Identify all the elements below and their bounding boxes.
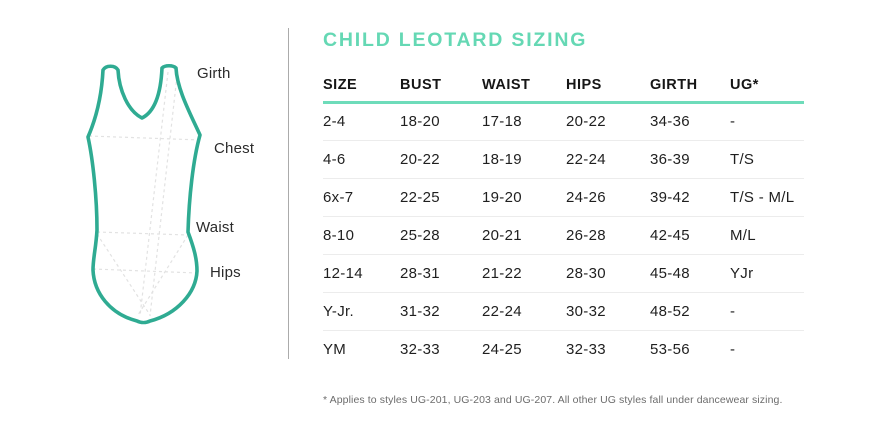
table-cell: 45-48 [650,254,730,293]
table-cell: 39-42 [650,178,730,217]
table-header: SIZE BUST WAIST HIPS GIRTH UG* [323,70,804,104]
table-cell: 18-19 [482,140,566,179]
hips-guide-line [92,268,198,274]
girth-guide-line-3 [96,233,151,316]
table-row: 12-14 28-31 21-22 28-30 45-48 YJr [323,254,804,293]
column-header-ug: UG* [730,70,804,104]
table-cell: 22-24 [482,292,566,331]
table-cell: T/S [730,140,804,179]
girth-guide-line [139,71,169,317]
leotard-body-outline [86,63,202,325]
table-row: 4-6 20-22 18-19 22-24 36-39 T/S [323,140,804,179]
table-cell: 20-21 [482,216,566,255]
footnote: * Applies to styles UG-201, UG-203 and U… [323,394,783,406]
table-cell: 19-20 [482,178,566,217]
column-header-waist: WAIST [482,70,566,104]
leotard-outline-graphic [86,63,202,325]
table-cell: - [730,102,804,141]
table-cell: 6x-7 [323,178,400,217]
table-cell: 31-32 [400,292,482,331]
table-cell: 22-25 [400,178,482,217]
table-cell: 28-30 [566,254,650,293]
table-cell: 24-25 [482,340,522,358]
table-row: 6x-7 22-25 19-20 24-26 39-42 T/S - M/L [323,178,804,217]
waist-guide-line [96,231,189,236]
girth-guide-line-4 [137,234,189,316]
table-cell: 12-14 [323,254,400,293]
table-cell: 24-26 [566,178,650,217]
sizing-content: CHILD LEOTARD SIZING SIZE BUST WAIST HIPS GI… [323,29,805,406]
table-cell: 2-4 [323,102,400,141]
vertical-divider [288,28,289,359]
table-cell: 34-36 [650,102,730,141]
leotard-illustration: Girth Chest Waist Hips [0,0,288,431]
table-cell: 20-22 [400,140,482,179]
table-cell: 53-56 [650,340,690,358]
table-cell: 36-39 [650,140,730,179]
table-cell: - [730,340,736,358]
table-cell: 8-10 [323,216,400,255]
table-cell: 18-20 [400,102,482,141]
table-row: 2-4 18-20 17-18 20-22 34-36- [323,102,804,141]
column-header-size: SIZE [323,70,400,104]
table-cell: 25-28 [400,216,482,255]
table-row: Y-Jr. 31-32 22-24 30-32 48-52- [323,292,804,331]
measurement-label-waist: Waist [196,219,234,236]
table-cell: T/S - M/L [730,178,804,217]
column-header-hips: HIPS [566,70,650,104]
table-cell: YM [323,340,347,358]
table-row: YM 32-33 24-25 32-33 53-56 - [323,330,804,368]
page-title: CHILD LEOTARD SIZING [323,29,588,51]
column-header-girth: GIRTH [650,70,730,104]
table-cell: 48-52 [650,292,730,331]
table-cell: Y-Jr. [323,292,400,331]
table-cell: YJr [730,254,804,293]
table-cell: 21-22 [482,254,566,293]
table-header-row: SIZE BUST WAIST HIPS GIRTH UG* [323,70,804,104]
chest-guide-line [88,135,202,141]
table-cell: 4-6 [323,140,400,179]
table-cell: 22-24 [566,140,650,179]
measurement-label-girth: Girth [197,65,231,82]
measurement-label-chest: Chest [214,140,255,157]
table-cell: 26-28 [566,216,650,255]
girth-guide-line-2 [149,75,178,317]
measurement-guide-lines [88,71,202,317]
table-cell: 32-33 [566,340,606,358]
table-cell: 20-22 [566,102,650,141]
column-header-bust: BUST [400,70,482,104]
table-cell: 32-33 [400,340,440,358]
table-body: 2-4 18-20 17-18 20-22 34-36-4-6 20-22 18-19 22-… [323,102,804,368]
table-cell: 42-45 [650,216,730,255]
table-cell: - [730,292,804,331]
table-cell: 30-32 [566,292,650,331]
table-cell: M/L [730,216,804,255]
sizing-table: SIZE BUST WAIST HIPS GIRTH UG* 2-4 18-20 17-18 2… [323,70,804,368]
measurement-label-hips: Hips [210,264,241,281]
table-row: 8-10 25-28 20-21 26-28 42-45 M/L [323,216,804,255]
table-cell: 17-18 [482,102,566,141]
table-cell: 28-31 [400,254,482,293]
